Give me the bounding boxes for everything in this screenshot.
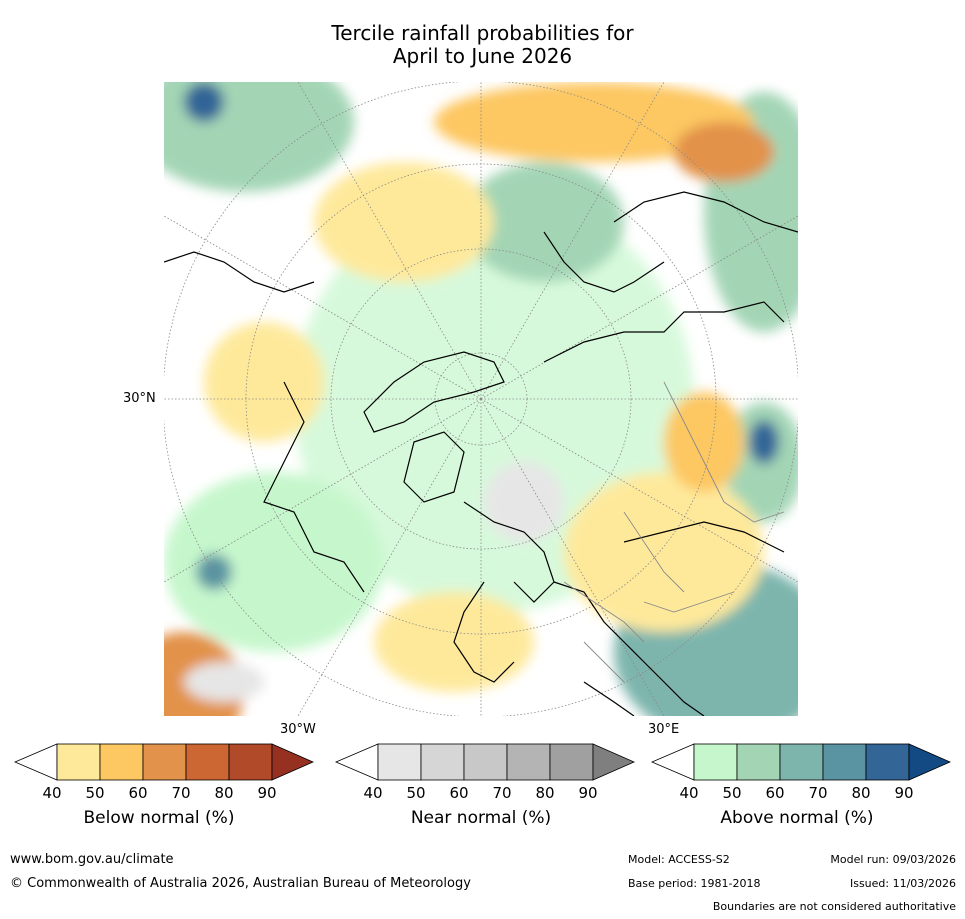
above-colorbar-box-1 (693, 743, 738, 781)
near-tick-label: 80 (535, 784, 555, 802)
below-tick-label: 40 (42, 784, 62, 802)
lon-30w-label: 30°W (280, 722, 316, 737)
above-normal-caption: Above normal (%) (720, 808, 874, 828)
coastlines (164, 191, 798, 716)
below-colorbar-box-2 (99, 743, 144, 781)
near-colorbar-box-2 (420, 743, 465, 781)
below-colorbar-box-1 (56, 743, 101, 781)
near-colorbar-box-4 (506, 743, 551, 781)
above-tick-label: 70 (808, 784, 828, 802)
below-tick-label: 80 (214, 784, 234, 802)
above-tick-label: 40 (679, 784, 699, 802)
below-normal-colorbar (13, 743, 314, 781)
graticule (164, 82, 798, 716)
above-colorbar-min-arrow (650, 743, 695, 781)
website-link[interactable]: www.bom.gov.au/climate (10, 852, 174, 867)
above-tick-label: 80 (851, 784, 871, 802)
above-colorbar-box-5 (865, 743, 910, 781)
near-colorbar-box-5 (549, 743, 594, 781)
issued-date: Issued: 11/03/2026 (849, 877, 956, 890)
borders (563, 381, 785, 683)
copyright-text: © Commonwealth of Australia 2026, Austra… (10, 876, 471, 891)
below-colorbar-min-arrow (13, 743, 58, 781)
lon-30e-label: 30°E (648, 722, 680, 737)
near-colorbar-max-arrow (592, 743, 635, 781)
below-colorbar-box-3 (142, 743, 187, 781)
above-tick-label: 50 (722, 784, 742, 802)
near-tick-label: 70 (492, 784, 512, 802)
above-colorbar-box-2 (736, 743, 781, 781)
above-colorbar-box-3 (779, 743, 824, 781)
near-colorbar-min-arrow (334, 743, 379, 781)
below-tick-label: 70 (171, 784, 191, 802)
near-normal-ticks: 40 50 60 70 80 90 (330, 784, 630, 804)
above-normal-colorbar (650, 743, 951, 781)
near-tick-label: 90 (578, 784, 598, 802)
map-title-line2: April to June 2026 (392, 44, 573, 68)
near-tick-label: 60 (449, 784, 469, 802)
below-tick-label: 60 (128, 784, 148, 802)
below-colorbar-max-arrow (271, 743, 314, 781)
model-run-date: Model run: 09/03/2026 (830, 853, 956, 866)
near-normal-caption: Near normal (%) (410, 808, 552, 828)
above-colorbar-max-arrow (908, 743, 951, 781)
below-colorbar-box-4 (185, 743, 230, 781)
map-title-line1: Tercile rainfall probabilities for (331, 21, 634, 45)
above-tick-label: 90 (894, 784, 914, 802)
below-tick-label: 50 (85, 784, 105, 802)
above-normal-ticks: 40 50 60 70 80 90 (646, 784, 946, 804)
near-tick-label: 50 (406, 784, 426, 802)
near-normal-colorbar (334, 743, 635, 781)
above-colorbar-box-4 (822, 743, 867, 781)
below-colorbar-box-5 (228, 743, 273, 781)
boundary-disclaimer: Boundaries are not considered authoritat… (712, 900, 956, 913)
near-colorbar-box-3 (463, 743, 508, 781)
near-tick-label: 40 (363, 784, 383, 802)
below-normal-caption: Below normal (%) (83, 808, 235, 828)
above-tick-label: 60 (765, 784, 785, 802)
base-period: Base period: 1981-2018 (628, 877, 761, 890)
below-tick-label: 90 (257, 784, 277, 802)
model-name: Model: ACCESS-S2 (628, 853, 730, 866)
near-colorbar-box-1 (377, 743, 422, 781)
polar-rainfall-map (164, 82, 798, 716)
lat-30n-label: 30°N (123, 391, 156, 406)
below-normal-ticks: 40 50 60 70 80 90 (9, 784, 309, 804)
